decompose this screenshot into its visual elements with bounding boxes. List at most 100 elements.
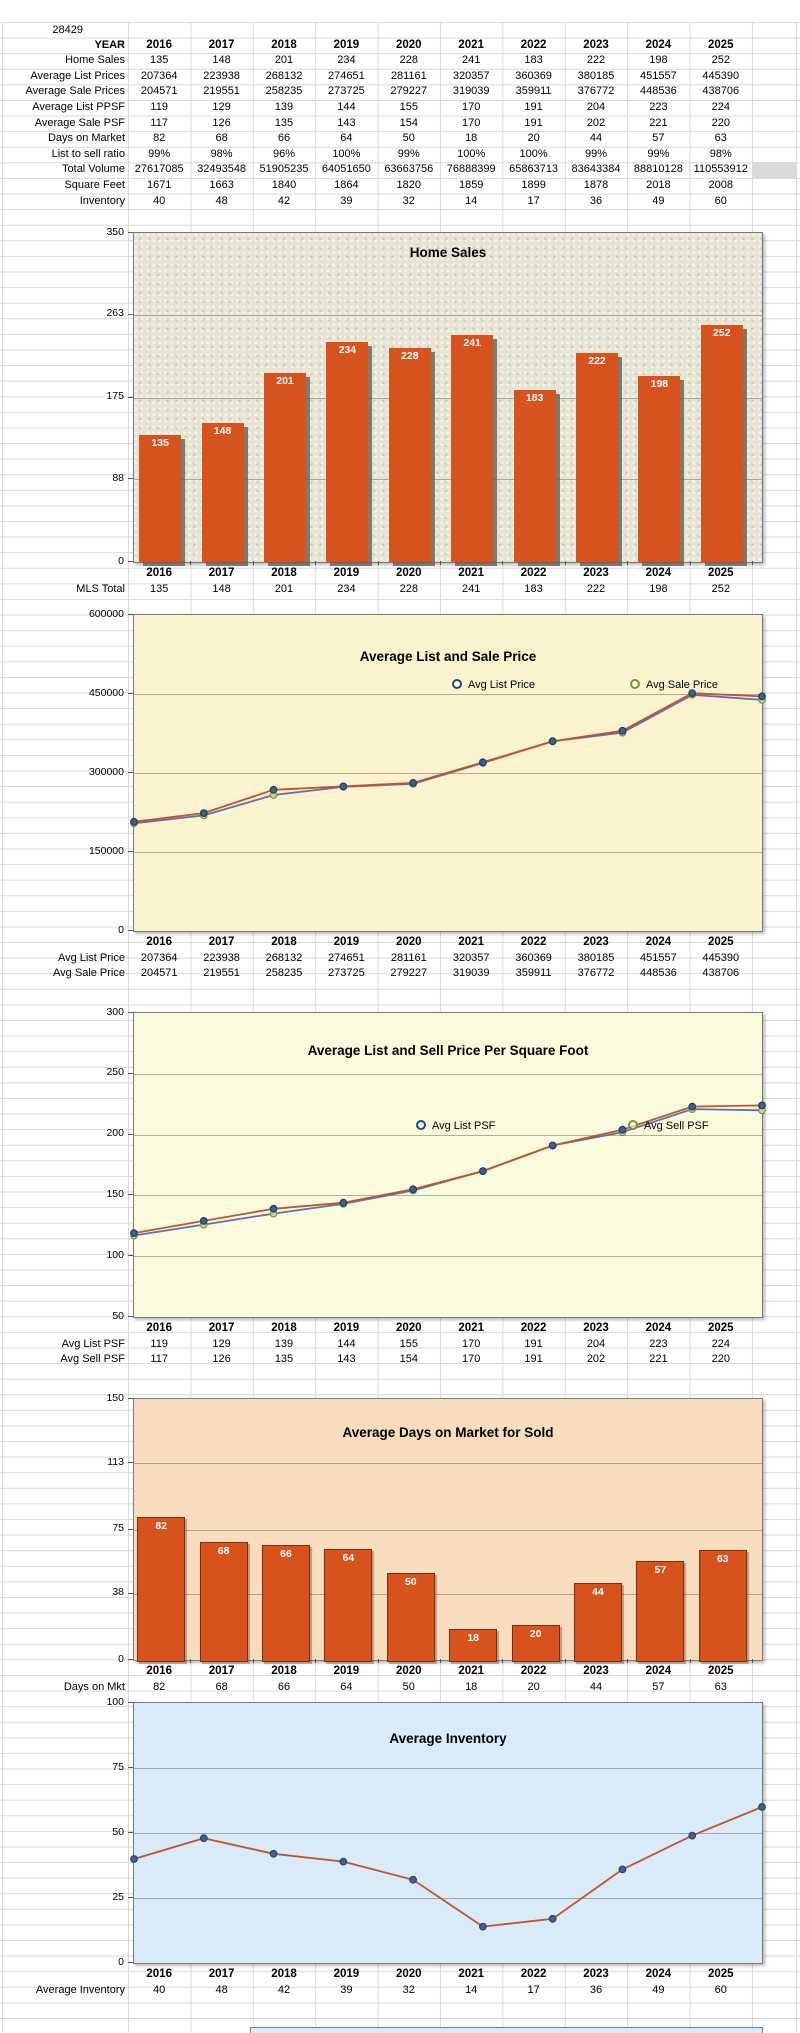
x-axis-year-label: 2023 [583, 567, 609, 579]
table-cell: 252 [711, 54, 730, 67]
row-label: Inventory [79, 194, 125, 207]
data-point-marker [618, 1865, 627, 1874]
table-cell: 234 [337, 582, 356, 595]
table-cell: 223938 [203, 951, 240, 964]
table-cell: 99% [397, 147, 420, 160]
y-axis-tick [128, 1832, 133, 1833]
table-cell: 170 [462, 101, 481, 113]
x-axis-year-label: 2023 [583, 936, 609, 948]
row-label: Avg Sale Price [53, 967, 125, 980]
table-cell: 68 [215, 1680, 228, 1693]
x-axis-year-label: 2020 [395, 1968, 422, 1980]
table-cell: 135 [150, 54, 169, 67]
series-line [133, 692, 763, 823]
table-cell: 63 [714, 132, 727, 145]
table-cell: 241 [462, 54, 481, 67]
table-cell: 207364 [140, 69, 178, 82]
data-point-marker [618, 726, 627, 735]
table-cell: 221 [649, 116, 668, 129]
x-axis-year-label: 2025 [707, 567, 734, 579]
table-cell: 66 [277, 132, 291, 145]
table-cell: 207364 [140, 951, 178, 964]
table-cell: 1840 [271, 179, 297, 191]
table-cell: 82 [153, 132, 166, 145]
bar-value-label: 183 [525, 391, 544, 404]
x-axis-year-label: 2021 [458, 936, 484, 948]
x-axis-year-label: 2017 [208, 1968, 235, 1980]
y-axis-label: 150000 [88, 844, 124, 857]
bar: 50 [386, 1573, 435, 1662]
table-cell: 220 [711, 116, 730, 129]
year-header-label: YEAR [94, 38, 125, 51]
table-cell: 234 [337, 54, 356, 67]
year-header: 2022 [520, 38, 547, 51]
table-cell: 191 [524, 101, 543, 113]
table-cell: 198 [649, 54, 668, 67]
gridline [134, 479, 762, 481]
y-axis-label: 450000 [88, 686, 124, 699]
bar-value-label: 57 [654, 1563, 667, 1576]
gridline [134, 1256, 762, 1258]
x-axis-year-label: 2022 [520, 567, 547, 579]
data-point-marker [199, 809, 208, 818]
table-cell: 228 [399, 54, 418, 67]
table-cell: 252 [711, 582, 730, 595]
table-cell: 14 [465, 1983, 478, 1996]
table-cell: 17 [527, 1983, 540, 1996]
x-axis-year-label: 2020 [395, 567, 422, 579]
y-axis-label: 0 [118, 554, 124, 567]
y-axis-tick [128, 1012, 133, 1013]
table-cell: 48 [215, 1983, 228, 1996]
table-cell: 451557 [640, 69, 677, 82]
y-axis-label: 150 [106, 1391, 124, 1404]
x-axis-tick [190, 1659, 192, 1663]
data-point-marker [548, 737, 557, 746]
bar-value-label: 66 [280, 1548, 292, 1561]
y-axis-label: 175 [106, 390, 124, 402]
table-cell: 57 [652, 132, 665, 145]
bar-value-label: 148 [213, 424, 232, 437]
table-cell: 18 [465, 132, 478, 145]
y-axis-tick [128, 1767, 133, 1768]
table-cell: 360369 [515, 951, 552, 964]
table-cell: 18 [465, 1680, 478, 1693]
x-axis-year-label: 2021 [458, 1322, 484, 1334]
year-header: 2018 [271, 38, 297, 51]
y-axis-tick [128, 1702, 133, 1703]
data-point-marker [409, 778, 418, 787]
x-axis-year-label: 2016 [146, 567, 172, 579]
data-point-marker [269, 785, 278, 794]
table-cell: 117 [150, 116, 168, 129]
table-cell: 241 [462, 582, 481, 595]
y-axis-label: 0 [118, 1652, 124, 1665]
x-axis-year-label: 2018 [271, 936, 297, 948]
bar-value-label: 241 [463, 337, 481, 350]
x-axis-year-label: 2023 [583, 1322, 609, 1334]
bar: 234 [326, 342, 369, 562]
y-axis-tick [128, 1133, 133, 1135]
table-cell: 64 [340, 132, 353, 145]
row-label: Home Sales [65, 54, 125, 67]
series-line [133, 1806, 763, 1928]
y-axis-tick [128, 478, 133, 480]
table-cell: 281161 [390, 69, 427, 82]
legend-label: Avg Sell PSF [644, 1120, 709, 1132]
row-label: Square Feet [64, 179, 125, 191]
table-cell: 359911 [515, 85, 552, 98]
table-cell: 202 [586, 1353, 606, 1366]
legend-entry: Avg List PSF [416, 1119, 495, 1133]
chart-title: Average List and Sell Price Per Square F… [307, 1043, 589, 1058]
x-axis-year-label: 2021 [458, 1968, 484, 1980]
x-axis-year-label: 2016 [146, 936, 172, 948]
y-axis-label: 0 [118, 923, 124, 936]
x-axis-year-label: 2016 [146, 1322, 172, 1334]
legend-entry: Avg Sell PSF [628, 1119, 709, 1133]
table-cell: 119 [150, 101, 168, 113]
table-cell: 17 [527, 194, 540, 207]
table-cell: 98% [210, 147, 233, 160]
x-axis-year-label: 2023 [583, 1968, 609, 1980]
bar: 252 [700, 325, 743, 562]
table-cell: 144 [337, 1337, 356, 1350]
chart-average-days-on-market-for-sold: Average Days on Market for Sold 82 68 66 64 5… [133, 1398, 763, 1662]
x-axis-tick [190, 561, 192, 565]
